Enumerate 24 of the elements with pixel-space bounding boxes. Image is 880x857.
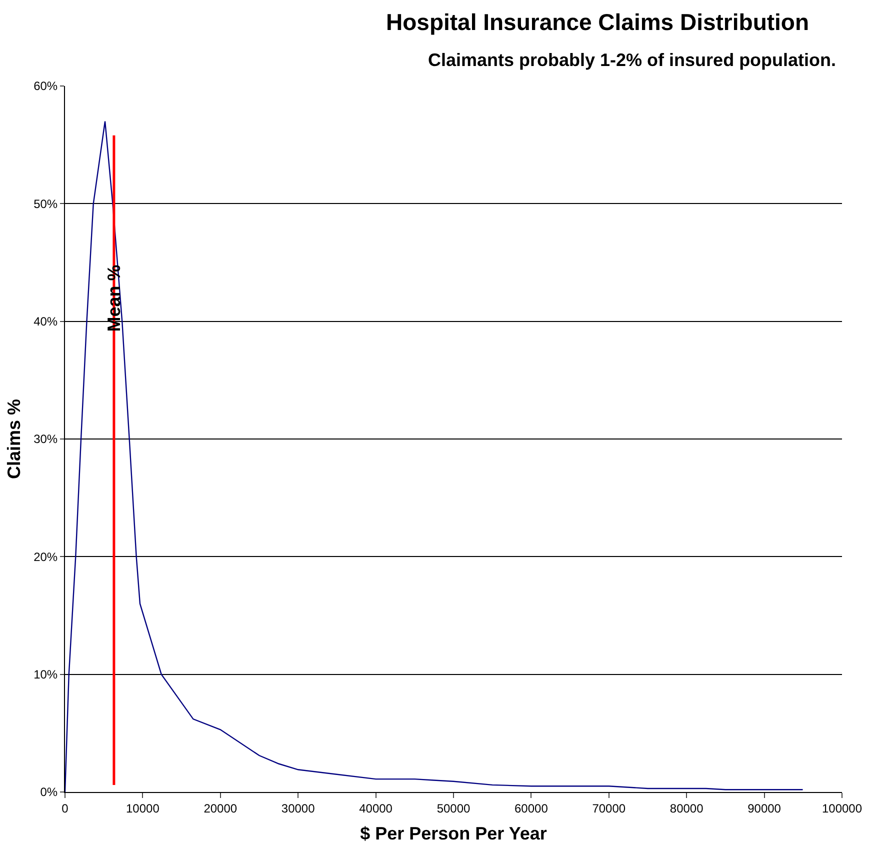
x-tick-label: 40000 [359, 801, 393, 816]
x-tick-label: 70000 [592, 801, 626, 816]
x-tick-label: 50000 [436, 801, 471, 816]
y-tick-label: 0% [40, 785, 58, 800]
x-tick-label: 90000 [748, 801, 782, 816]
y-axis-title: Claims % [4, 398, 24, 480]
line-series [65, 120, 804, 792]
y-tick-label: 60% [34, 79, 58, 94]
chart-subtitle: Claimants probably 1-2% of insured population. [428, 50, 836, 70]
y-tick-label: 40% [34, 314, 58, 329]
x-axis-title: $ Per Person Per Year [360, 824, 547, 844]
x-tick-label: 10000 [126, 801, 160, 816]
y-tick-label: 20% [34, 550, 58, 564]
x-tick-label: 0 [62, 801, 69, 816]
x-tick-label: 60000 [514, 801, 548, 816]
x-tick-label: 100000 [822, 801, 862, 816]
x-tick-label: 80000 [670, 801, 704, 816]
x-tick-label: 30000 [281, 801, 316, 816]
x-tick-label: 20000 [204, 801, 238, 816]
y-tick-label: 30% [34, 432, 58, 446]
y-tick-label: 50% [34, 196, 58, 211]
chart-title: Hospital Insurance Claims Distribution [386, 9, 810, 35]
ref-line-label: Mean % [104, 264, 124, 332]
y-tick-label: 10% [34, 668, 58, 682]
